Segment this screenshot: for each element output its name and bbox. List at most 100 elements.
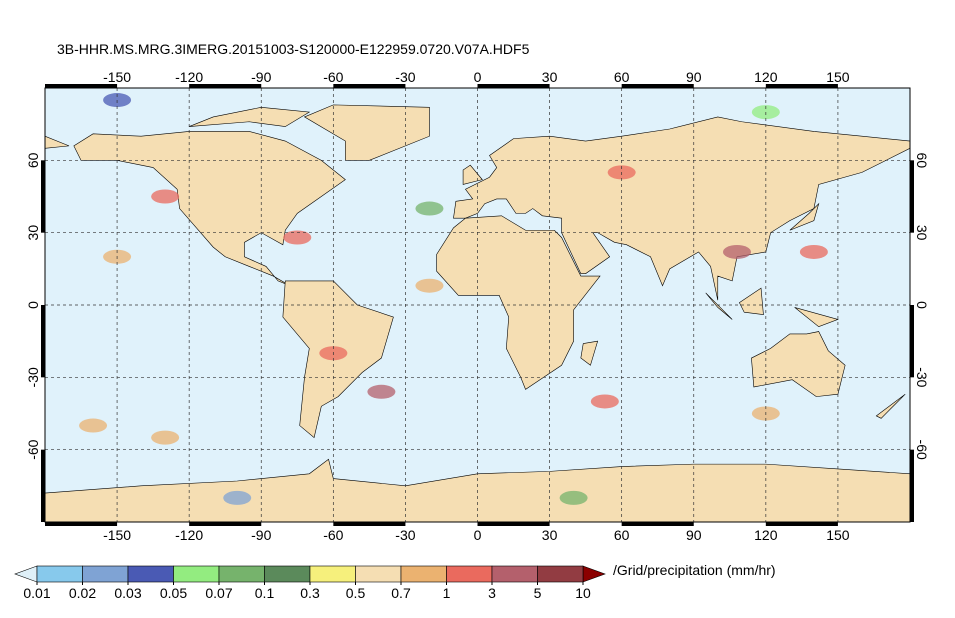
x-tick-label: -150 [103, 527, 131, 543]
colorbar-swatch [264, 565, 311, 583]
frame-bar [765, 84, 838, 88]
x-tick-label: 0 [474, 69, 482, 85]
precip-cell [223, 490, 252, 505]
colorbar-tick-label: 5 [534, 585, 542, 601]
colorbar-tick-label: 0.05 [160, 585, 187, 601]
colorbar-tick-label: 0.07 [205, 585, 232, 601]
colorbar-swatch [491, 565, 538, 583]
frame-bar [477, 522, 550, 526]
x-tick-label: 90 [686, 527, 702, 543]
land [303, 104, 430, 161]
frame-bar [910, 160, 914, 233]
colorbar-tick-label: 10 [575, 585, 591, 601]
x-tick-label: 30 [542, 527, 558, 543]
precip-cell [79, 418, 108, 433]
colorbar: 0.01 0.02 0.03 0.05 0.07 0.1 0.3 0.5 0.7 1 3 5 10/Gr… [14, 562, 776, 601]
frame-bar [41, 160, 45, 233]
map-frame [44, 87, 911, 523]
colorbar-swatch [127, 565, 174, 583]
land [739, 287, 764, 315]
land [751, 331, 846, 397]
y-tick-label: -60 [914, 440, 930, 460]
frame-bar [41, 305, 45, 378]
x-tick-label: -60 [323, 69, 343, 85]
precip-cell [799, 244, 828, 259]
frame-bar [477, 84, 550, 88]
land [789, 202, 820, 231]
land [73, 131, 346, 286]
land [794, 307, 839, 328]
land [453, 116, 911, 301]
frame-bar [189, 84, 262, 88]
x-tick-label: -150 [103, 69, 131, 85]
x-tick-label: 120 [754, 527, 778, 543]
colorbar-swatch [309, 565, 356, 583]
x-tick-label: 0 [474, 527, 482, 543]
precip-cell [151, 430, 180, 445]
colorbar-swatch [537, 565, 584, 583]
x-tick-label: -120 [175, 527, 203, 543]
y-tick-label: -30 [25, 367, 41, 387]
colorbar-swatch [355, 565, 402, 583]
precip-cell [283, 230, 312, 245]
x-tick-label: 60 [614, 527, 630, 543]
land [436, 215, 601, 390]
precip-cell [559, 490, 588, 505]
y-tick-label: -30 [914, 367, 930, 387]
colorbar-swatch [173, 565, 220, 583]
colorbar-tick-label: 0.02 [69, 585, 96, 601]
frame-bar [189, 522, 262, 526]
y-tick-label: 0 [25, 301, 41, 309]
frame-bar [910, 449, 914, 522]
precip-cell [415, 201, 444, 216]
frame-bar [765, 522, 838, 526]
y-tick-label: 60 [25, 152, 41, 168]
frame-bar [621, 84, 694, 88]
land [705, 292, 733, 320]
x-tick-label: -120 [175, 69, 203, 85]
colorbar-swatch [218, 565, 265, 583]
colorbar-over [582, 565, 606, 583]
x-tick-label: -30 [395, 69, 415, 85]
precip-cell [367, 384, 396, 399]
x-tick-label: 120 [754, 69, 778, 85]
y-tick-label: -60 [25, 439, 41, 459]
precip-cell [151, 189, 180, 204]
x-tick-label: 30 [542, 69, 558, 85]
x-tick-label: 90 [686, 69, 702, 85]
x-tick-label: 150 [826, 69, 850, 85]
map: -150 -150 -120 -120 -90 -90 -60 -60 -30 -30 0 0 30 30… [25, 69, 930, 543]
colorbar-under [14, 565, 38, 583]
frame-bar [621, 522, 694, 526]
y-tick-label: 60 [914, 153, 930, 169]
precip-cell [723, 244, 751, 259]
frame-bar [333, 522, 406, 526]
x-tick-label: -60 [323, 527, 343, 543]
colorbar-tick-label: 0.03 [114, 585, 141, 601]
colorbar-tick-label: 0.5 [346, 585, 366, 601]
x-tick-label: -90 [251, 527, 271, 543]
precip-cell [415, 278, 444, 293]
frame-bar [333, 84, 406, 88]
land [189, 106, 311, 127]
y-tick-label: 0 [914, 301, 930, 309]
colorbar-tick-label: 0.7 [391, 585, 411, 601]
frame-bar [45, 84, 118, 88]
x-tick-label: 60 [614, 69, 630, 85]
x-tick-label: -90 [251, 69, 271, 85]
x-tick-label: 150 [826, 527, 850, 543]
x-tick-label: -30 [395, 527, 415, 543]
colorbar-tick-label: 0.1 [255, 585, 275, 601]
colorbar-swatch [446, 565, 493, 583]
colorbar-tick-label: 3 [488, 585, 496, 601]
frame-bar [41, 449, 45, 522]
colorbar-tick-label: 0.01 [23, 585, 50, 601]
land [580, 340, 599, 366]
colorbar-swatch [36, 565, 83, 583]
colorbar-tick-label: 0.3 [300, 585, 320, 601]
colorbar-swatch [82, 565, 129, 583]
title: 3B-HHR.MS.MRG.3IMERG.20151003-S120000-E1… [57, 41, 530, 57]
colorbar-tick-label: 1 [443, 585, 451, 601]
frame-bar [45, 522, 118, 526]
